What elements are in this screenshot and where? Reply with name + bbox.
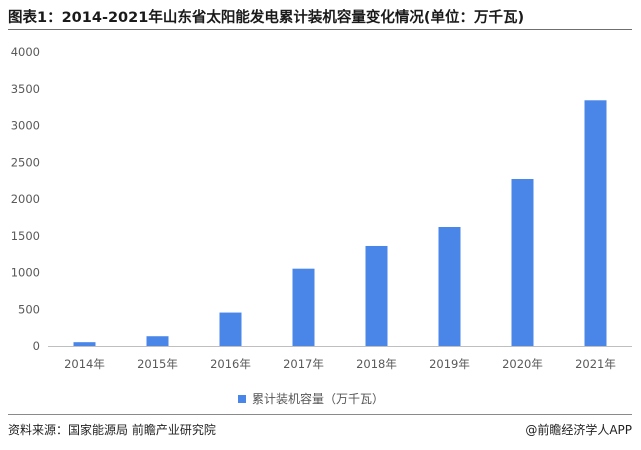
x-tick-label: 2015年 bbox=[137, 357, 178, 371]
y-tick-label: 2000 bbox=[11, 192, 40, 206]
footer-divider bbox=[8, 414, 632, 415]
bar bbox=[438, 227, 461, 346]
legend-label: 累计装机容量（万千瓦） bbox=[252, 392, 385, 406]
brand-credit: @前瞻经济学人APP bbox=[525, 421, 632, 438]
title-divider bbox=[8, 29, 632, 30]
x-tick-label: 2018年 bbox=[356, 357, 397, 371]
y-tick-label: 3000 bbox=[11, 119, 40, 133]
y-tick-label: 3500 bbox=[11, 82, 40, 96]
y-tick-label: 2500 bbox=[11, 155, 40, 169]
y-tick-label: 0 bbox=[33, 339, 40, 353]
bar bbox=[146, 336, 169, 346]
y-tick-label: 4000 bbox=[11, 45, 40, 59]
bar bbox=[511, 179, 534, 346]
y-tick-label: 500 bbox=[18, 302, 40, 316]
at-icon: @ bbox=[525, 423, 538, 437]
y-tick-label: 1000 bbox=[11, 266, 40, 280]
bar bbox=[219, 312, 242, 346]
bar bbox=[292, 268, 315, 346]
y-tick-label: 1500 bbox=[11, 229, 40, 243]
x-tick-label: 2021年 bbox=[575, 357, 616, 371]
chart-title: 图表1：2014-2021年山东省太阳能发电累计装机容量变化情况(单位：万千瓦) bbox=[8, 10, 525, 26]
x-tick-label: 2014年 bbox=[64, 357, 105, 371]
chart-legend: 累计装机容量（万千瓦） bbox=[238, 390, 384, 407]
legend-swatch bbox=[238, 394, 246, 403]
bar bbox=[365, 245, 388, 346]
bar-chart: 0 500 1000 1500 2000 2500 3000 3500 4000 2014年 201… bbox=[11, 45, 632, 371]
x-tick-label: 2019年 bbox=[429, 357, 470, 371]
bar bbox=[584, 100, 607, 346]
x-tick-label: 2020年 bbox=[502, 357, 543, 371]
brand-text: 前瞻经济学人APP bbox=[537, 423, 632, 437]
x-tick-label: 2017年 bbox=[283, 357, 324, 371]
bar bbox=[73, 342, 96, 346]
source-note: 资料来源：国家能源局 前瞻产业研究院 bbox=[8, 423, 216, 437]
x-tick-label: 2016年 bbox=[210, 357, 251, 371]
